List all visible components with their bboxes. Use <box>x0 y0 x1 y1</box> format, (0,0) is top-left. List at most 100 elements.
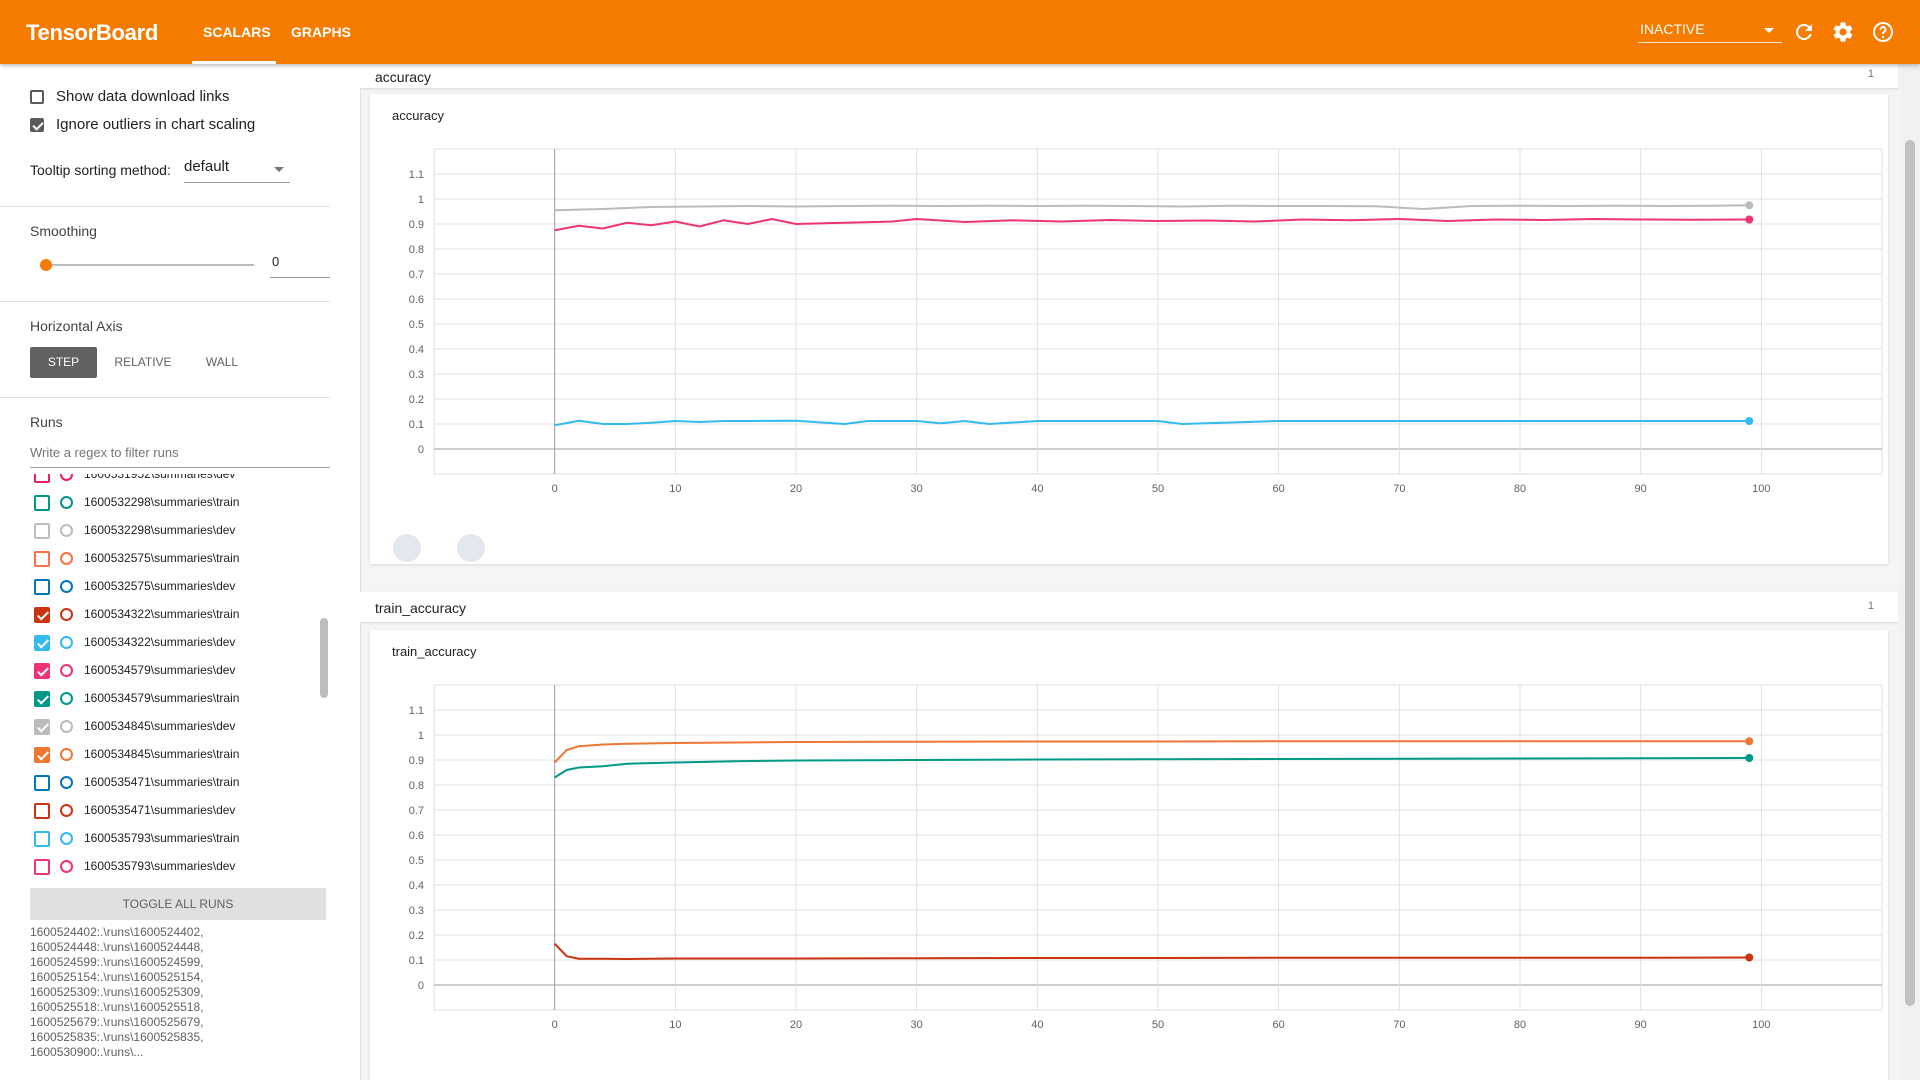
smoothing-input[interactable]: 0 <box>270 254 330 278</box>
run-row[interactable]: 1600534845\summaries\dev <box>0 712 330 740</box>
run-row[interactable]: 1600534322\summaries\dev <box>0 628 330 656</box>
runs-filter-input[interactable]: Write a regex to filter runs <box>30 445 330 468</box>
run-checkbox[interactable] <box>34 607 50 623</box>
accuracy-chart[interactable]: 0 0.1 0.2 0.3 0.4 0.5 0.6 0.7 0.8 0.9 1 1.1 0 10 20 30 4… <box>370 94 1888 564</box>
run-color-radio[interactable] <box>60 720 73 733</box>
run-label: 1600532298\summaries\dev <box>84 523 236 537</box>
smoothing-slider-track[interactable] <box>46 264 254 266</box>
chevron-down-icon <box>1764 28 1774 33</box>
y-tick-label: 0.9 <box>409 755 424 767</box>
y-tick-label: 0 <box>418 980 424 992</box>
run-checkbox[interactable] <box>34 523 50 539</box>
smoothing-slider-knob[interactable] <box>40 259 52 271</box>
run-color-radio[interactable] <box>60 692 73 705</box>
refresh-icon[interactable] <box>1792 20 1816 44</box>
run-row[interactable]: 1600535471\summaries\train <box>0 768 330 796</box>
run-color-radio[interactable] <box>60 776 73 789</box>
run-color-radio[interactable] <box>60 474 73 481</box>
help-icon[interactable] <box>1871 20 1895 44</box>
expand-chart-icon[interactable] <box>457 534 485 562</box>
run-checkbox[interactable] <box>34 663 50 679</box>
show-download-label: Show data download links <box>56 88 230 105</box>
page-scrollbar-thumb[interactable] <box>1905 140 1915 1006</box>
run-checkbox[interactable] <box>34 859 50 875</box>
run-checkbox[interactable] <box>34 775 50 791</box>
run-color-radio[interactable] <box>60 748 73 761</box>
run-color-radio[interactable] <box>60 552 73 565</box>
tab-scalars[interactable]: SCALARS <box>203 24 271 40</box>
run-checkbox[interactable] <box>34 719 50 735</box>
run-row[interactable]: 1600534579\summaries\dev <box>0 656 330 684</box>
run-row[interactable]: 1600532298\summaries\train <box>0 488 330 516</box>
ignore-outliers-checkbox[interactable] <box>30 118 44 132</box>
run-checkbox[interactable] <box>34 579 50 595</box>
axis-relative-button[interactable]: RELATIVE <box>114 355 172 369</box>
run-row[interactable]: 1600532575\summaries\train <box>0 544 330 572</box>
status-dropdown[interactable]: INACTIVE <box>1638 18 1782 43</box>
tooltip-sort-dropdown[interactable]: default <box>184 158 290 183</box>
run-row[interactable]: 1600532575\summaries\dev <box>0 572 330 600</box>
run-row[interactable]: 1600535793\summaries\dev <box>0 852 330 880</box>
gear-icon[interactable] <box>1831 20 1855 44</box>
tab-graphs[interactable]: GRAPHS <box>291 24 351 40</box>
run-color-radio[interactable] <box>60 636 73 649</box>
y-tick-label: 0 <box>418 444 424 456</box>
category-header-accuracy[interactable]: accuracy 1 <box>360 64 1898 89</box>
fit-domain-icon[interactable] <box>393 534 421 562</box>
x-tick-label: 20 <box>790 1019 802 1031</box>
x-tick-label: 100 <box>1752 1019 1770 1031</box>
x-tick-label: 80 <box>1514 483 1526 495</box>
chart-title: train_accuracy <box>392 644 477 659</box>
chart-card-train-accuracy: train_accuracy 0 0.1 0.2 0.3 0.4 0.5 0.6 0.7 0.8… <box>370 630 1888 1080</box>
page-scrollbar[interactable] <box>1900 64 1920 1080</box>
run-label: 1600534579\summaries\train <box>84 691 240 705</box>
run-row[interactable]: 1600532298\summaries\dev <box>0 516 330 544</box>
run-color-radio[interactable] <box>60 524 73 537</box>
run-checkbox[interactable] <box>34 635 50 651</box>
runs-scrollbar[interactable] <box>320 618 328 698</box>
x-tick-label: 50 <box>1152 1019 1164 1031</box>
y-tick-label: 0.9 <box>409 219 424 231</box>
show-download-checkbox[interactable] <box>30 90 44 104</box>
axis-wall-button[interactable]: WALL <box>205 355 239 369</box>
category-header-train-accuracy[interactable]: train_accuracy 1 <box>360 592 1898 623</box>
run-color-radio[interactable] <box>60 860 73 873</box>
series-endpoint-2 <box>1745 417 1754 425</box>
run-row[interactable]: 1600534322\summaries\train <box>0 600 330 628</box>
run-checkbox[interactable] <box>34 831 50 847</box>
x-tick-label: 10 <box>669 483 681 495</box>
run-checkbox[interactable] <box>34 474 50 483</box>
x-tick-label: 80 <box>1514 1019 1526 1031</box>
run-row[interactable]: 1600535471\summaries\dev <box>0 796 330 824</box>
run-path-line: 1600524599:.\runs\1600524599, <box>30 955 204 969</box>
run-checkbox[interactable] <box>34 495 50 511</box>
run-color-radio[interactable] <box>60 664 73 677</box>
run-color-radio[interactable] <box>60 804 73 817</box>
run-row[interactable]: 1600534579\summaries\train <box>0 684 330 712</box>
train-accuracy-chart[interactable]: 0 0.1 0.2 0.3 0.4 0.5 0.6 0.7 0.8 0.9 1 1.1 0 10 20 30 4… <box>370 630 1888 1080</box>
run-color-radio[interactable] <box>60 832 73 845</box>
run-row[interactable]: 1600534845\summaries\train <box>0 740 330 768</box>
toggle-log-scale-icon[interactable] <box>425 534 453 562</box>
run-paths: 1600524402:.\runs\1600524402, 1600524448:… <box>30 925 330 1060</box>
run-row[interactable]: 1600535793\summaries\train <box>0 824 330 852</box>
run-color-radio[interactable] <box>60 496 73 509</box>
ignore-outliers-label: Ignore outliers in chart scaling <box>56 116 256 133</box>
chart-card-accuracy: accuracy 0 0.1 0.2 0.3 0.4 0.5 0.6 0.7 0.8 0.9 1 1.… <box>370 94 1888 564</box>
axis-step-button[interactable]: STEP <box>30 347 97 378</box>
run-color-radio[interactable] <box>60 580 73 593</box>
x-tick-label: 40 <box>1031 483 1043 495</box>
x-tick-label: 40 <box>1031 1019 1043 1031</box>
toggle-all-runs-button[interactable]: TOGGLE ALL RUNS <box>30 888 326 920</box>
run-checkbox[interactable] <box>34 691 50 707</box>
x-tick-label: 20 <box>790 483 802 495</box>
series-endpoint-0 <box>1745 737 1754 746</box>
y-tick-label: 1 <box>418 730 424 742</box>
run-color-radio[interactable] <box>60 608 73 621</box>
horizontal-axis-title: Horizontal Axis <box>30 318 123 334</box>
run-checkbox[interactable] <box>34 551 50 567</box>
run-checkbox[interactable] <box>34 803 50 819</box>
series-line-2 <box>553 943 1750 961</box>
run-row[interactable]: 1600531952\summaries\dev <box>0 474 330 488</box>
run-checkbox[interactable] <box>34 747 50 763</box>
